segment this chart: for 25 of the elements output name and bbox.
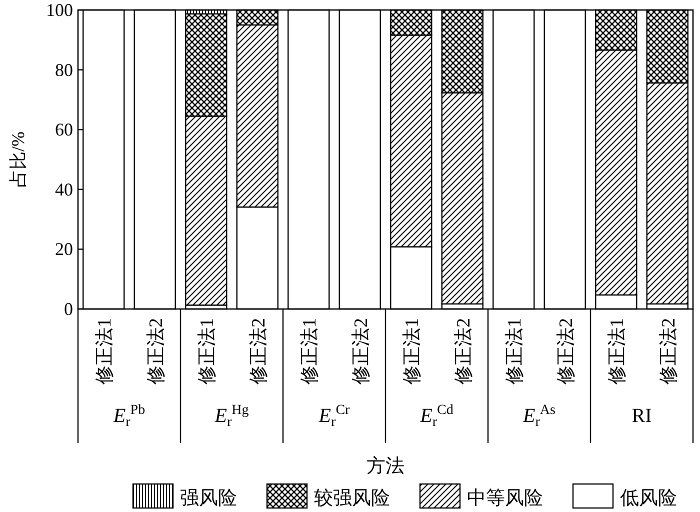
legend-label: 低风险 — [620, 488, 677, 509]
y-tick-label: 60 — [55, 120, 73, 140]
x-axis-title: 方法 — [366, 455, 404, 477]
legend-label: 较强风险 — [314, 488, 390, 509]
y-tick-label: 20 — [55, 239, 73, 260]
x-tick-label: 修正法1 — [300, 318, 321, 384]
x-tick-label: 修正法2 — [453, 318, 474, 384]
x-tick-label: 修正法2 — [658, 318, 680, 384]
x-tick-label: 修正法1 — [607, 318, 628, 384]
x-tick-label: 修正法2 — [248, 318, 270, 384]
y-tick-label: 80 — [55, 60, 73, 80]
legend-label: 中等风险 — [467, 488, 543, 509]
y-axis-title: 占比/% — [8, 132, 28, 188]
legend-label: 强风险 — [180, 488, 237, 509]
x-tick-label: 修正法1 — [504, 318, 526, 384]
x-tick-label: 修正法1 — [197, 318, 218, 384]
x-tick-label: 修正法2 — [350, 318, 372, 384]
x-tick-label: 修正法2 — [556, 318, 577, 384]
text: RI — [632, 405, 652, 427]
y-tick-label: 100 — [46, 0, 73, 20]
x-tick-label: 修正法1 — [94, 318, 116, 384]
x-tick-label: 修正法2 — [146, 318, 167, 384]
y-tick-label: 0 — [64, 299, 73, 319]
y-tick-label: 40 — [55, 179, 73, 200]
x-tick-label: 修正法1 — [402, 318, 424, 384]
